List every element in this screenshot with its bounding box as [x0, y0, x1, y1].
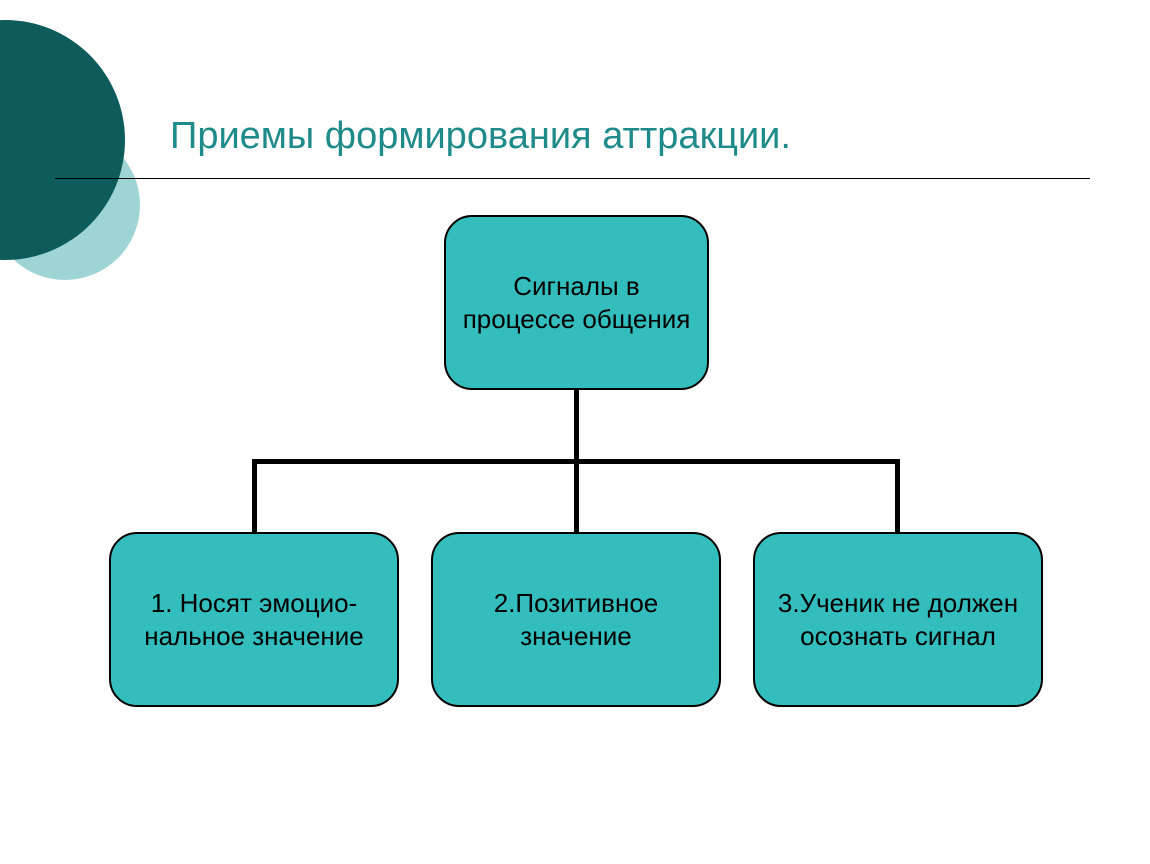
title-underline — [55, 178, 1090, 179]
node-3-label: 3.Ученик не должен осознать сигнал — [769, 587, 1027, 652]
node-root-label: Сигналы в процессе общения — [460, 270, 693, 335]
connector-drop-3 — [895, 459, 900, 532]
node-3: 3.Ученик не должен осознать сигнал — [753, 532, 1043, 707]
connector-drop-1 — [252, 459, 257, 532]
node-1: 1. Носят эмоцио-нальное значение — [109, 532, 399, 707]
connector-root-stub — [574, 390, 579, 461]
node-root: Сигналы в процессе общения — [444, 215, 709, 390]
node-2-label: 2.Позитивное значение — [447, 587, 705, 652]
org-chart: Сигналы в процессе общения 1. Носят эмоц… — [0, 215, 1150, 775]
node-1-label: 1. Носят эмоцио-нальное значение — [125, 587, 383, 652]
connector-drop-2 — [574, 459, 579, 532]
node-2: 2.Позитивное значение — [431, 532, 721, 707]
slide-title: Приемы формирования аттракции. — [170, 115, 1090, 166]
